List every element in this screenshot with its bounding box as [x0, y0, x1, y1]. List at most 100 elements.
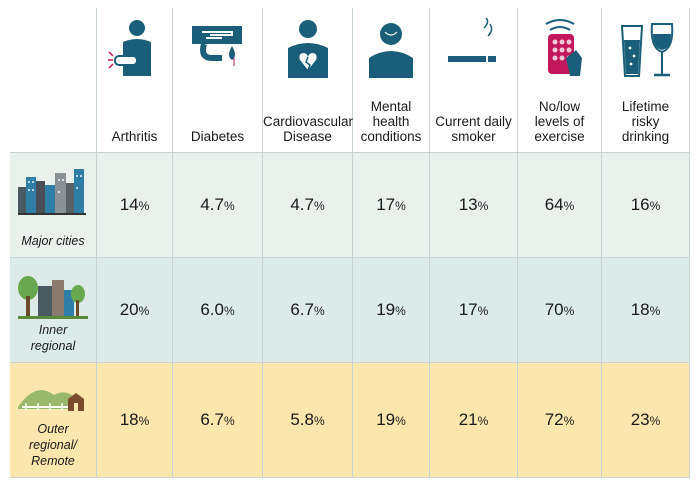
data-value-number: 70	[544, 300, 564, 319]
column-header-line: risky	[631, 114, 660, 129]
data-value: 18%	[97, 410, 172, 430]
data-value: 5.8%	[263, 410, 352, 430]
data-value-unit: %	[223, 414, 235, 428]
column-header-line: Arthritis	[111, 129, 158, 144]
column-header: Current daily smoker	[430, 8, 518, 153]
heart-person-icon	[278, 18, 338, 85]
data-cell: 18%	[602, 258, 690, 363]
data-value-number: 18	[630, 300, 650, 319]
column-header-label: Lifetime risky drinking	[602, 99, 689, 144]
data-cell: 6.7%	[173, 363, 263, 478]
data-value-unit: %	[223, 304, 235, 318]
data-value-unit: %	[563, 414, 575, 428]
hills-house-icon	[18, 377, 88, 422]
data-cell: 6.7%	[263, 258, 353, 363]
diabetes-icon	[188, 18, 248, 83]
row-header-line: Inner	[38, 323, 68, 337]
data-value: 70%	[518, 300, 601, 320]
data-value-number: 14	[119, 195, 139, 214]
column-header-label: Cardiovascular Disease	[263, 114, 354, 144]
data-value-number: 17	[458, 300, 478, 319]
data-cell: 21%	[430, 363, 518, 478]
column-header-line: smoker	[451, 129, 496, 144]
data-value-unit: %	[395, 199, 406, 213]
town-trees-icon	[18, 272, 88, 325]
data-cell: 4.7%	[173, 153, 263, 258]
column-header-line: levels of	[534, 114, 585, 129]
data-value-unit: %	[313, 304, 325, 318]
data-cell: 70%	[518, 258, 602, 363]
data-value-number: 6.0	[200, 300, 224, 319]
cigarette-icon	[444, 17, 504, 73]
data-value-number: 16	[630, 195, 650, 214]
data-value-number: 4.7	[290, 195, 314, 214]
data-value: 19%	[353, 300, 429, 320]
data-cell: 19%	[353, 258, 430, 363]
data-cell: 20%	[97, 258, 173, 363]
data-value-number: 5.8	[290, 410, 314, 429]
data-value-number: 18	[119, 410, 139, 429]
column-header: Lifetime risky drinking	[602, 8, 690, 153]
data-value-number: 72	[544, 410, 564, 429]
data-value-unit: %	[223, 199, 235, 213]
data-value-unit: %	[649, 199, 661, 213]
data-value-number: 6.7	[200, 410, 224, 429]
data-value-number: 64	[544, 195, 564, 214]
column-header-line: No/low	[538, 99, 581, 114]
column-header-line: Diabetes	[190, 129, 245, 144]
column-header-line: conditions	[360, 129, 422, 144]
data-value-number: 19	[376, 410, 396, 429]
column-header-label: Diabetes	[173, 129, 262, 144]
column-header-line: exercise	[534, 129, 585, 144]
data-value-unit: %	[313, 199, 325, 213]
column-header-label: No/low levels of exercise	[518, 99, 601, 144]
data-cell: 4.7%	[263, 153, 353, 258]
data-cell: 16%	[602, 153, 690, 258]
data-value: 6.7%	[263, 300, 352, 320]
data-value-unit: %	[649, 304, 661, 318]
data-value: 72%	[518, 410, 601, 430]
column-header: No/low levels of exercise	[518, 8, 602, 153]
arthritis-icon	[105, 18, 165, 83]
column-header-label: Arthritis	[97, 129, 172, 144]
data-value: 23%	[602, 410, 689, 430]
column-header-line: Lifetime	[621, 99, 670, 114]
data-cell: 5.8%	[263, 363, 353, 478]
data-value-number: 20	[119, 300, 139, 319]
data-value-unit: %	[649, 414, 661, 428]
column-header: Diabetes	[173, 8, 263, 153]
data-cell: 72%	[518, 363, 602, 478]
data-value-unit: %	[563, 199, 575, 213]
data-value: 21%	[430, 410, 517, 430]
data-cell: 17%	[353, 153, 430, 258]
data-value-unit: %	[138, 414, 150, 428]
data-value-unit: %	[477, 304, 489, 318]
column-header-line: Cardiovascular	[263, 114, 354, 129]
data-cell: 23%	[602, 363, 690, 478]
column-header: Cardiovascular Disease	[263, 8, 353, 153]
data-value: 19%	[353, 410, 429, 430]
header-corner	[10, 8, 97, 153]
data-cell: 6.0%	[173, 258, 263, 363]
data-value-number: 23	[630, 410, 650, 429]
data-value-number: 19	[376, 300, 396, 319]
row-header-label: Outer regional/Remote	[10, 421, 96, 469]
data-value: 13%	[430, 195, 517, 215]
data-value-number: 6.7	[290, 300, 314, 319]
row-header-line: Outer	[37, 422, 69, 436]
data-value-unit: %	[477, 414, 489, 428]
data-cell: 17%	[430, 258, 518, 363]
data-value: 17%	[353, 195, 429, 215]
column-header-line: drinking	[621, 129, 670, 144]
exercise-phone-icon	[530, 18, 590, 85]
column-header-line: Disease	[283, 129, 332, 144]
drinks-icon	[614, 18, 678, 85]
data-value-unit: %	[477, 199, 489, 213]
data-cell: 18%	[97, 363, 173, 478]
city-icon	[18, 167, 88, 220]
data-value: 64%	[518, 195, 601, 215]
column-header-label: Mental health conditions	[353, 99, 429, 144]
data-value: 20%	[97, 300, 172, 320]
data-value-unit: %	[395, 414, 406, 428]
data-value-number: 17	[376, 195, 396, 214]
